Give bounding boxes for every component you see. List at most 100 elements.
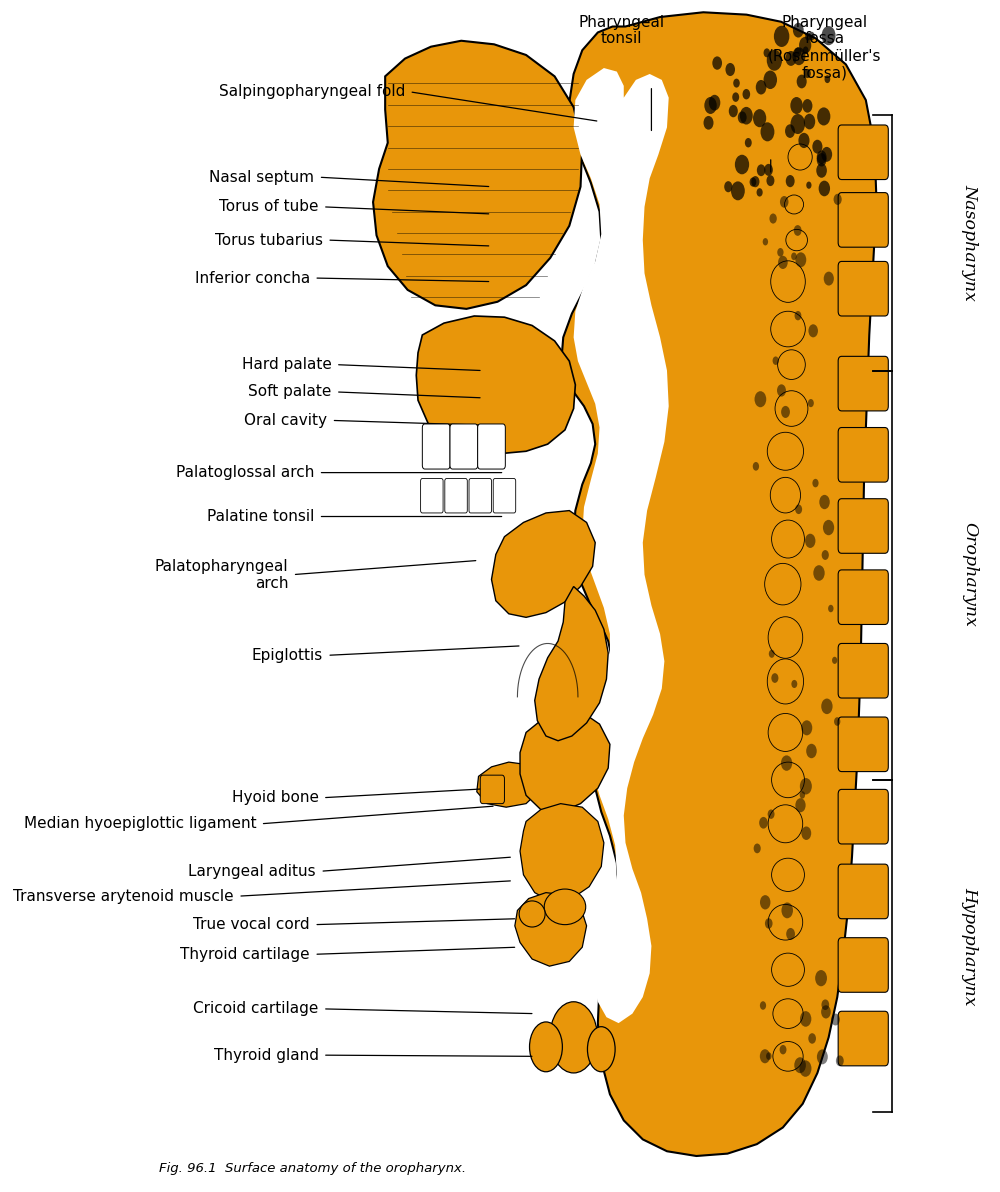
Circle shape — [813, 565, 825, 581]
Text: Laryngeal aditus: Laryngeal aditus — [188, 864, 316, 879]
Text: Palatopharyngeal
arch: Palatopharyngeal arch — [155, 559, 288, 590]
Circle shape — [800, 778, 812, 795]
FancyBboxPatch shape — [450, 424, 478, 468]
Circle shape — [790, 97, 803, 114]
Circle shape — [732, 92, 739, 101]
Ellipse shape — [770, 477, 801, 513]
Circle shape — [731, 181, 745, 200]
Text: Nasopharynx: Nasopharynx — [961, 184, 978, 300]
Circle shape — [821, 1005, 831, 1018]
Text: Cricoid cartilage: Cricoid cartilage — [193, 1001, 319, 1017]
Circle shape — [795, 799, 806, 812]
Circle shape — [802, 99, 812, 113]
FancyBboxPatch shape — [445, 478, 467, 513]
Circle shape — [760, 895, 770, 909]
Circle shape — [757, 188, 763, 197]
Circle shape — [704, 97, 717, 114]
Circle shape — [777, 384, 786, 397]
Circle shape — [806, 181, 812, 188]
Circle shape — [766, 1053, 772, 1060]
Circle shape — [791, 253, 797, 260]
Circle shape — [836, 1055, 844, 1066]
Circle shape — [773, 356, 779, 365]
Circle shape — [834, 718, 840, 726]
Ellipse shape — [587, 1026, 615, 1072]
Circle shape — [812, 139, 822, 154]
Text: Hard palate: Hard palate — [242, 358, 332, 372]
Circle shape — [712, 56, 722, 70]
Circle shape — [800, 791, 805, 799]
FancyBboxPatch shape — [838, 428, 888, 482]
Text: Torus of tube: Torus of tube — [219, 199, 319, 215]
Circle shape — [822, 550, 829, 560]
Ellipse shape — [775, 391, 808, 427]
Text: Palatoglossal arch: Palatoglossal arch — [176, 465, 314, 480]
Circle shape — [735, 155, 749, 174]
FancyBboxPatch shape — [838, 864, 888, 919]
Circle shape — [806, 744, 817, 758]
Ellipse shape — [772, 520, 804, 558]
Circle shape — [824, 272, 834, 286]
Circle shape — [790, 114, 805, 134]
Circle shape — [729, 105, 738, 117]
Circle shape — [745, 138, 752, 148]
Circle shape — [817, 1049, 828, 1064]
Circle shape — [815, 970, 827, 986]
Circle shape — [786, 927, 795, 940]
Circle shape — [780, 195, 788, 207]
FancyBboxPatch shape — [838, 498, 888, 553]
Circle shape — [781, 406, 790, 418]
Circle shape — [804, 113, 815, 130]
Ellipse shape — [773, 1042, 803, 1072]
FancyBboxPatch shape — [422, 424, 450, 468]
Text: Fig. 96.1  Surface anatomy of the oropharynx.: Fig. 96.1 Surface anatomy of the orophar… — [159, 1162, 466, 1175]
FancyBboxPatch shape — [838, 938, 888, 992]
Text: Soft palate: Soft palate — [248, 385, 332, 399]
Ellipse shape — [767, 433, 804, 470]
Polygon shape — [535, 586, 608, 740]
Circle shape — [794, 225, 802, 236]
FancyBboxPatch shape — [838, 1011, 888, 1066]
Circle shape — [795, 253, 806, 267]
Polygon shape — [491, 510, 595, 617]
Circle shape — [774, 26, 789, 46]
Circle shape — [792, 48, 805, 66]
Circle shape — [781, 756, 792, 771]
Polygon shape — [574, 68, 669, 1023]
Circle shape — [764, 70, 777, 89]
Circle shape — [801, 720, 812, 735]
FancyBboxPatch shape — [469, 478, 491, 513]
Circle shape — [795, 504, 802, 514]
Text: Pharyngeal
tonsil: Pharyngeal tonsil — [578, 14, 664, 46]
Circle shape — [805, 32, 811, 41]
Circle shape — [733, 79, 740, 88]
Circle shape — [757, 164, 765, 176]
Circle shape — [768, 809, 775, 819]
Ellipse shape — [771, 261, 805, 303]
Circle shape — [817, 107, 830, 125]
Circle shape — [725, 63, 735, 76]
Circle shape — [764, 49, 770, 57]
Text: Thyroid cartilage: Thyroid cartilage — [180, 946, 310, 962]
Ellipse shape — [772, 954, 804, 986]
Circle shape — [766, 175, 774, 186]
FancyBboxPatch shape — [838, 125, 888, 180]
Circle shape — [724, 181, 732, 192]
Text: Oral cavity: Oral cavity — [244, 412, 327, 428]
Polygon shape — [562, 12, 876, 1156]
FancyBboxPatch shape — [838, 718, 888, 771]
Ellipse shape — [772, 858, 804, 892]
Text: Palatine tonsil: Palatine tonsil — [207, 509, 314, 524]
FancyBboxPatch shape — [838, 570, 888, 625]
Circle shape — [819, 181, 830, 197]
Text: Nasal septum: Nasal septum — [209, 169, 314, 185]
Circle shape — [769, 213, 777, 224]
Circle shape — [786, 51, 796, 66]
Circle shape — [797, 75, 807, 88]
Circle shape — [755, 391, 766, 408]
Circle shape — [750, 178, 756, 187]
Circle shape — [709, 95, 720, 111]
Ellipse shape — [768, 714, 803, 751]
Ellipse shape — [519, 901, 545, 927]
Circle shape — [804, 69, 811, 79]
